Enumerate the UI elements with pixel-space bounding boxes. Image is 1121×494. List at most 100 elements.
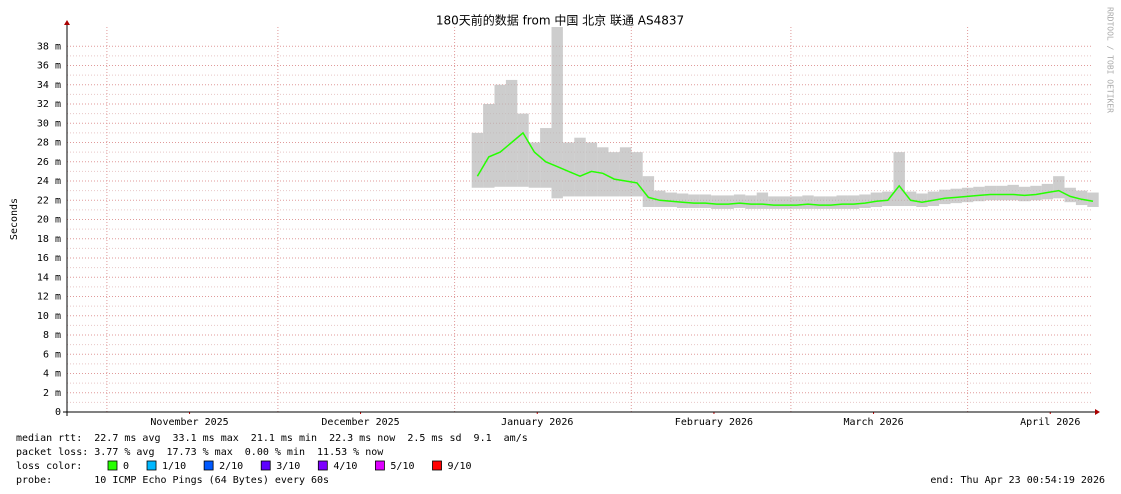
y-tick-label: 38 m [37, 41, 61, 52]
smoke [1030, 185, 1042, 201]
x-tick-label: December 2025 [321, 417, 399, 428]
axis-arrow [1095, 409, 1100, 415]
legend-label: 2/10 [219, 461, 243, 472]
x-tick-label: February 2026 [675, 417, 753, 428]
smoke [608, 152, 620, 197]
smoke [585, 142, 598, 197]
smoke [676, 193, 689, 208]
y-tick-label: 30 m [37, 118, 61, 129]
median-line [476, 131, 1094, 206]
x-tick-label: April 2026 [1020, 417, 1080, 428]
smoke [471, 132, 484, 188]
smoke [961, 187, 974, 203]
legend-swatch [260, 460, 271, 471]
y-tick-label: 26 m [37, 157, 61, 168]
legend-swatch [432, 460, 442, 471]
smoke [562, 142, 575, 197]
smoke [654, 190, 666, 207]
smoke [631, 152, 643, 197]
y-tick-label: 28 m [37, 138, 61, 149]
legend-swatch [146, 460, 157, 471]
smoke [1064, 187, 1076, 203]
smoke [505, 79, 518, 187]
smoke [882, 191, 894, 207]
smoke [916, 193, 928, 207]
y-tick-label: 20 m [37, 215, 61, 226]
y-tick-label: 36 m [37, 61, 61, 72]
smoke [1007, 184, 1019, 201]
smoke [984, 185, 997, 201]
y-tick-label: 24 m [37, 176, 61, 187]
smoke [597, 147, 609, 197]
smoke [517, 113, 529, 187]
smoke [802, 195, 814, 209]
smoke [813, 196, 826, 209]
y-axis-label: Seconds [9, 198, 20, 240]
y-tick-label: 0 [55, 407, 61, 418]
axis-arrow [64, 20, 70, 25]
smoke [1018, 186, 1031, 202]
stats-line: median rtt: 22.7 ms avg 33.1 ms max 21.1… [16, 433, 528, 444]
legend-swatch [317, 460, 328, 471]
x-tick-label: March 2026 [843, 417, 903, 428]
end-text: end: Thu Apr 23 00:54:19 2026 [930, 475, 1105, 486]
smoke [825, 196, 837, 209]
smoke [893, 152, 905, 207]
smoke [745, 195, 757, 209]
smoke [1053, 176, 1065, 199]
smoke [1041, 183, 1054, 200]
smoke [847, 195, 860, 209]
smoke [642, 176, 655, 207]
smoke [870, 192, 883, 207]
smoke [768, 196, 780, 209]
legend-swatch [203, 460, 214, 471]
y-tick-label: 10 m [37, 311, 61, 322]
x-tick-label: January 2026 [501, 417, 573, 428]
legend-label: 9/10 [448, 461, 472, 472]
smoke [483, 104, 495, 188]
smoke [540, 128, 552, 188]
smoke [711, 195, 723, 209]
smoke [494, 84, 506, 187]
smoke [733, 194, 746, 208]
probe-text: probe: 10 ICMP Echo Pings (64 Bytes) eve… [16, 475, 329, 486]
smoke [996, 185, 1008, 201]
smoke [1075, 190, 1088, 206]
y-tick-label: 18 m [37, 234, 61, 245]
y-tick-label: 6 m [43, 349, 61, 360]
smoke [756, 192, 769, 209]
watermark: RRDTOOL / TOBI OETIKER [1106, 7, 1115, 113]
legend-swatch [107, 460, 118, 471]
legend-label: 1/10 [162, 461, 186, 472]
smoke [859, 194, 871, 208]
y-tick-label: 14 m [37, 272, 61, 283]
y-tick-label: 34 m [37, 80, 61, 91]
chart-title: 180天前的数据 from 中国 北京 联通 AS4837 [436, 13, 684, 28]
y-tick-label: 2 m [43, 388, 61, 399]
smoke [619, 147, 632, 197]
smoke [574, 137, 586, 197]
y-tick-label: 4 m [43, 369, 61, 380]
smoke [836, 195, 848, 209]
legend-swatch [375, 460, 385, 471]
y-tick-label: 32 m [37, 99, 61, 110]
y-tick-label: 22 m [37, 195, 61, 206]
y-tick-label: 16 m [37, 253, 61, 264]
smoke [779, 196, 791, 209]
smoke [939, 189, 951, 205]
smoke [790, 196, 803, 209]
smoke [665, 192, 677, 207]
x-tick-label: November 2025 [150, 417, 228, 428]
smoke [722, 195, 734, 209]
smoke [904, 191, 917, 207]
y-tick-label: 12 m [37, 292, 61, 303]
smoke [699, 194, 712, 208]
smoke [551, 27, 563, 199]
smoke [528, 142, 541, 188]
smoke [1087, 192, 1099, 207]
loss-legend-label: loss color: [16, 461, 82, 472]
legend-label: 4/10 [333, 461, 357, 472]
y-tick-label: 8 m [43, 330, 61, 341]
smoke [950, 188, 962, 204]
